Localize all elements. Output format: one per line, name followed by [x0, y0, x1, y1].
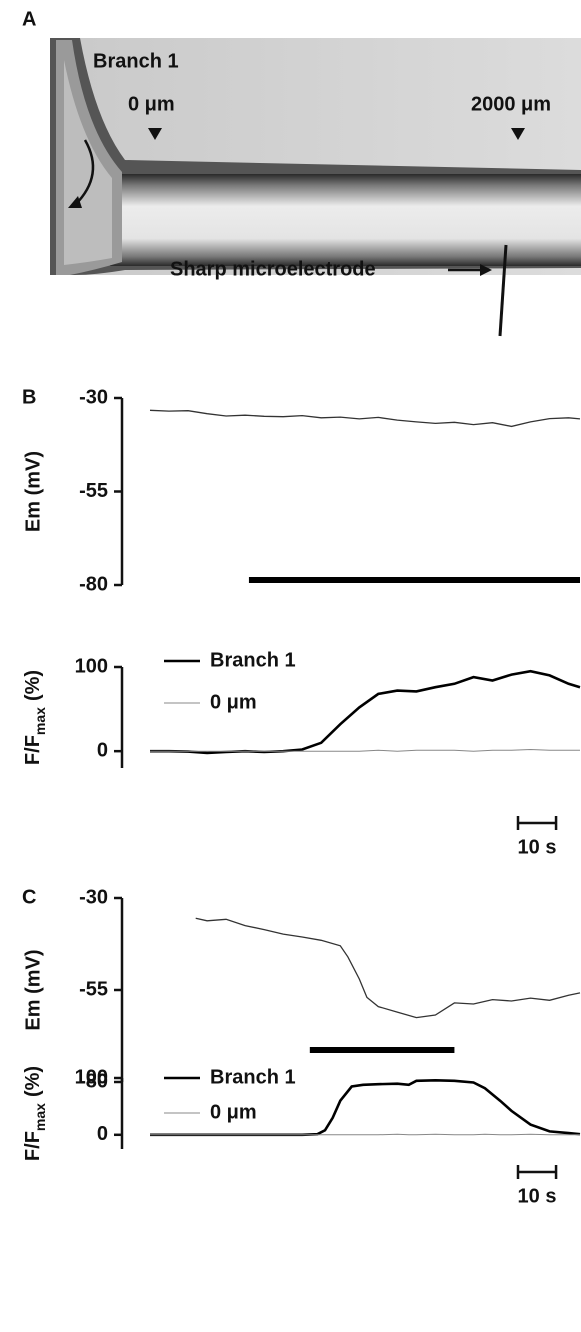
y-axis-label-part: F/F	[22, 1131, 44, 1161]
y-tick-label: -55	[79, 480, 108, 502]
y-axis-label: Em (mV)	[22, 451, 44, 532]
trace	[150, 669, 581, 755]
y-tick-label: 0	[97, 739, 108, 761]
electrode-label: Sharp microelectrode	[170, 258, 376, 280]
marker-label: 2000 μm	[471, 93, 551, 115]
panel-label: B	[22, 386, 36, 408]
y-tick-label: 100	[75, 655, 108, 677]
y-axis-label-part: max	[32, 1103, 48, 1131]
scale-bar-label: 10 s	[518, 836, 557, 858]
panel-label: A	[22, 8, 36, 30]
stimulus-bar	[309, 1047, 455, 1053]
legend-label: Branch 1	[210, 649, 296, 671]
y-axis-label-part: (%)	[22, 1066, 44, 1097]
trace	[150, 1133, 580, 1136]
micrograph	[50, 38, 581, 337]
y-tick-label: -80	[79, 573, 108, 595]
trace	[195, 917, 581, 1019]
y-axis-label-part: (%)	[22, 670, 44, 701]
y-tick-label: -55	[79, 978, 108, 1000]
y-tick-label: -30	[79, 386, 108, 408]
branch-label: Branch 1	[93, 50, 179, 72]
legend-label: 0 μm	[210, 1101, 257, 1123]
legend-label: Branch 1	[210, 1066, 296, 1088]
y-axis-label-part: max	[32, 707, 48, 735]
y-tick-label: -30	[79, 886, 108, 908]
panel-label: C	[22, 886, 36, 908]
scale-bar	[516, 1165, 558, 1179]
y-axis-label: F/Fmax (%)	[22, 670, 47, 765]
marker-label: 0 μm	[128, 93, 175, 115]
legend-label: 0 μm	[210, 691, 257, 713]
scale-bar-label: 10 s	[518, 1185, 557, 1207]
stimulus-bar	[248, 577, 580, 583]
y-tick-label: -80	[79, 1070, 108, 1092]
y-tick-label: 100	[75, 1066, 108, 1088]
trace	[150, 748, 580, 752]
y-axis-label: Em (mV)	[22, 949, 44, 1030]
y-tick-label: 0	[97, 1123, 108, 1145]
y-axis-label-part: F/F	[22, 735, 44, 765]
y-axis-label: F/Fmax (%)	[22, 1066, 47, 1161]
trace	[149, 409, 581, 428]
scale-bar	[516, 816, 558, 830]
